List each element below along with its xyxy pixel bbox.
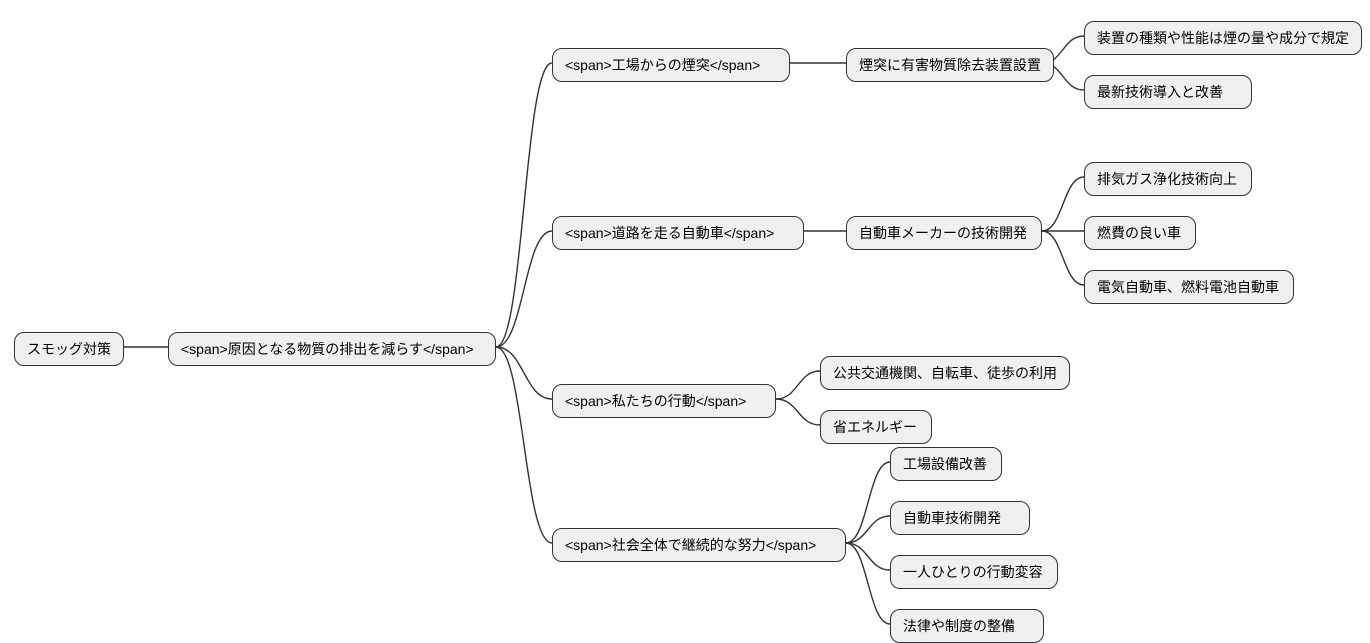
node-n1: <span>原因となる物質の排出を減らす</span> (168, 332, 496, 366)
node-n11: 燃費の良い車 (1084, 216, 1196, 250)
node-n9: 自動車メーカーの技術開発 (846, 216, 1042, 250)
node-n17: 一人ひとりの行動変容 (890, 555, 1058, 589)
node-n0: スモッグ対策 (14, 332, 124, 366)
edge-n1-n2 (496, 63, 552, 347)
node-n15: 工場設備改善 (890, 447, 1002, 481)
node-n8: 最新技術導入と改善 (1084, 75, 1252, 109)
node-n5: <span>社会全体で継続的な努力</span> (552, 528, 846, 562)
edge-n9-n12 (1042, 231, 1084, 285)
node-n14: 省エネルギー (820, 410, 932, 444)
node-n6: 煙突に有害物質除去装置設置 (846, 48, 1054, 82)
edge-n4-n13 (776, 371, 820, 399)
node-n4: <span>私たちの行動</span> (552, 384, 776, 418)
node-n18: 法律や制度の整備 (890, 609, 1044, 643)
edge-n1-n5 (496, 347, 552, 543)
edge-n5-n16 (846, 516, 890, 543)
node-n2: <span>工場からの煙突</span> (552, 48, 790, 82)
edge-n1-n3 (496, 231, 552, 347)
edge-n5-n15 (846, 462, 890, 543)
node-n13: 公共交通機関、自転車、徒歩の利用 (820, 356, 1070, 390)
node-n3: <span>道路を走る自動車</span> (552, 216, 804, 250)
node-n12: 電気自動車、燃料電池自動車 (1084, 270, 1294, 304)
edge-n1-n4 (496, 347, 552, 399)
node-n7: 装置の種類や性能は煙の量や成分で規定 (1084, 21, 1362, 55)
edge-n4-n14 (776, 399, 820, 425)
edge-n5-n17 (846, 543, 890, 570)
node-n10: 排気ガス浄化技術向上 (1084, 162, 1252, 196)
edge-n9-n10 (1042, 177, 1084, 231)
edge-n5-n18 (846, 543, 890, 624)
node-n16: 自動車技術開発 (890, 501, 1030, 535)
